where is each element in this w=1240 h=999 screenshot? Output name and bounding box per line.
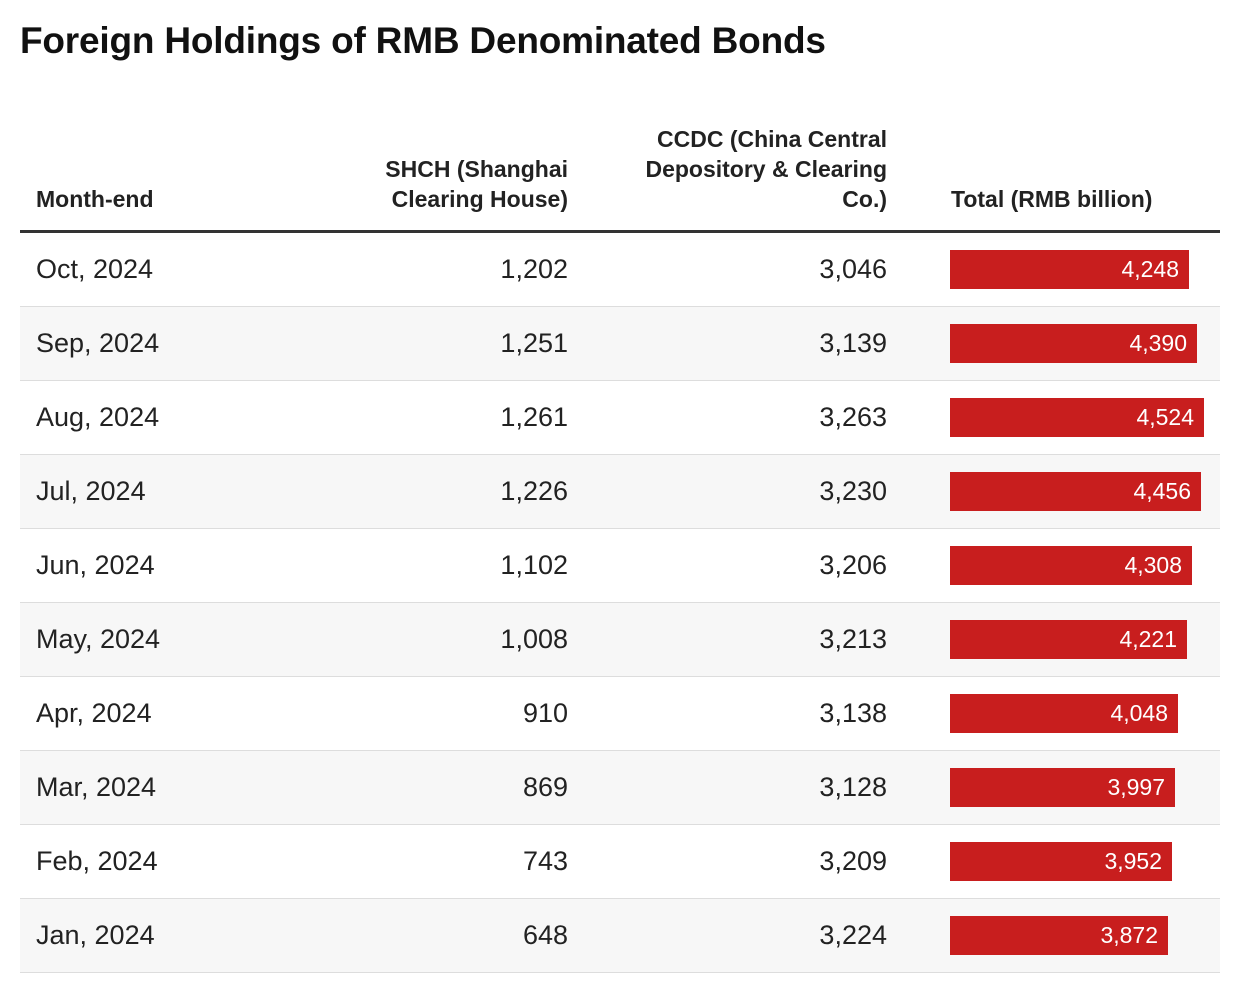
- cell-shch: 1,226: [500, 476, 568, 506]
- cell-ccdc: 3,224: [819, 920, 887, 950]
- cell-month: Jun, 2024: [36, 550, 155, 580]
- table-row: Jun, 2024 1,102 3,206 4,308: [20, 529, 1220, 603]
- cell-ccdc: 3,139: [819, 328, 887, 358]
- cell-month: Jan, 2024: [36, 920, 155, 950]
- total-bar-label: 4,248: [1121, 256, 1179, 282]
- header-shch-line2: Clearing House): [391, 186, 568, 212]
- total-bar-label: 4,524: [1136, 404, 1194, 430]
- total-bar-label: 4,456: [1133, 478, 1191, 504]
- total-bar-label: 4,308: [1124, 552, 1182, 578]
- total-bar: 4,048: [950, 694, 1178, 733]
- cell-month: Aug, 2024: [36, 402, 160, 432]
- cell-month: Sep, 2024: [36, 328, 160, 358]
- header-shch-line1: SHCH (Shanghai: [385, 156, 568, 182]
- total-bar-label: 3,952: [1104, 848, 1162, 874]
- holdings-table: Month-end SHCH (Shanghai Clearing House)…: [20, 118, 1220, 973]
- table-row: Jul, 2024 1,226 3,230 4,456: [20, 455, 1220, 529]
- cell-ccdc: 3,138: [819, 698, 887, 728]
- cell-shch: 1,261: [500, 402, 568, 432]
- table-row: Apr, 2024 910 3,138 4,048: [20, 677, 1220, 751]
- table-row: Jan, 2024 648 3,224 3,872: [20, 899, 1220, 973]
- header-shch: SHCH (Shanghai Clearing House): [328, 154, 568, 214]
- header-ccdc-line3: Co.): [842, 186, 887, 212]
- cell-ccdc: 3,128: [819, 772, 887, 802]
- table-row: Feb, 2024 743 3,209 3,952: [20, 825, 1220, 899]
- cell-ccdc: 3,230: [819, 476, 887, 506]
- total-bar: 4,248: [950, 250, 1189, 289]
- table-body: Oct, 2024 1,202 3,046 4,248 Sep, 2024 1,251 3,…: [20, 233, 1220, 973]
- total-bar: 4,456: [950, 472, 1201, 511]
- table-row: Mar, 2024 869 3,128 3,997: [20, 751, 1220, 825]
- total-bar-label: 4,048: [1110, 700, 1168, 726]
- cell-ccdc: 3,209: [819, 846, 887, 876]
- cell-shch: 1,251: [500, 328, 568, 358]
- cell-month: Jul, 2024: [36, 476, 146, 506]
- total-bar-label: 4,221: [1119, 626, 1177, 652]
- cell-month: Mar, 2024: [36, 772, 157, 802]
- table-row: Aug, 2024 1,261 3,263 4,524: [20, 381, 1220, 455]
- table-row: Oct, 2024 1,202 3,046 4,248: [20, 233, 1220, 307]
- total-bar: 4,524: [950, 398, 1204, 437]
- cell-ccdc: 3,046: [819, 254, 887, 284]
- cell-ccdc: 3,206: [819, 550, 887, 580]
- cell-shch: 869: [522, 772, 568, 802]
- total-bar: 4,308: [950, 546, 1192, 585]
- header-month-end: Month-end: [36, 186, 154, 212]
- total-bar: 4,390: [950, 324, 1197, 363]
- chart-title: Foreign Holdings of RMB Denominated Bond…: [20, 20, 826, 61]
- header-ccdc-line2: Depository & Clearing: [645, 156, 887, 182]
- cell-shch: 1,202: [500, 254, 568, 284]
- table-row: May, 2024 1,008 3,213 4,221: [20, 603, 1220, 677]
- cell-shch: 743: [522, 846, 568, 876]
- cell-shch: 1,102: [500, 550, 568, 580]
- total-bar: 3,997: [950, 768, 1175, 807]
- header-ccdc-line1: CCDC (China Central: [656, 126, 887, 152]
- header-ccdc: CCDC (China Central Depository & Clearin…: [607, 124, 887, 214]
- header-total: Total (RMB billion): [951, 186, 1153, 212]
- cell-month: Apr, 2024: [36, 698, 152, 728]
- cell-ccdc: 3,263: [819, 402, 887, 432]
- cell-month: May, 2024: [36, 624, 161, 654]
- cell-month: Oct, 2024: [36, 254, 154, 284]
- cell-shch: 910: [522, 698, 568, 728]
- total-bar-label: 3,997: [1107, 774, 1165, 800]
- total-bar: 3,872: [950, 916, 1168, 955]
- table-header: Month-end SHCH (Shanghai Clearing House)…: [20, 118, 1220, 233]
- total-bar: 3,952: [950, 842, 1172, 881]
- table-row: Sep, 2024 1,251 3,139 4,390: [20, 307, 1220, 381]
- cell-ccdc: 3,213: [819, 624, 887, 654]
- cell-shch: 1,008: [500, 624, 568, 654]
- total-bar-label: 3,872: [1100, 922, 1158, 948]
- cell-shch: 648: [522, 920, 568, 950]
- cell-month: Feb, 2024: [36, 846, 158, 876]
- total-bar-label: 4,390: [1129, 330, 1187, 356]
- total-bar: 4,221: [950, 620, 1187, 659]
